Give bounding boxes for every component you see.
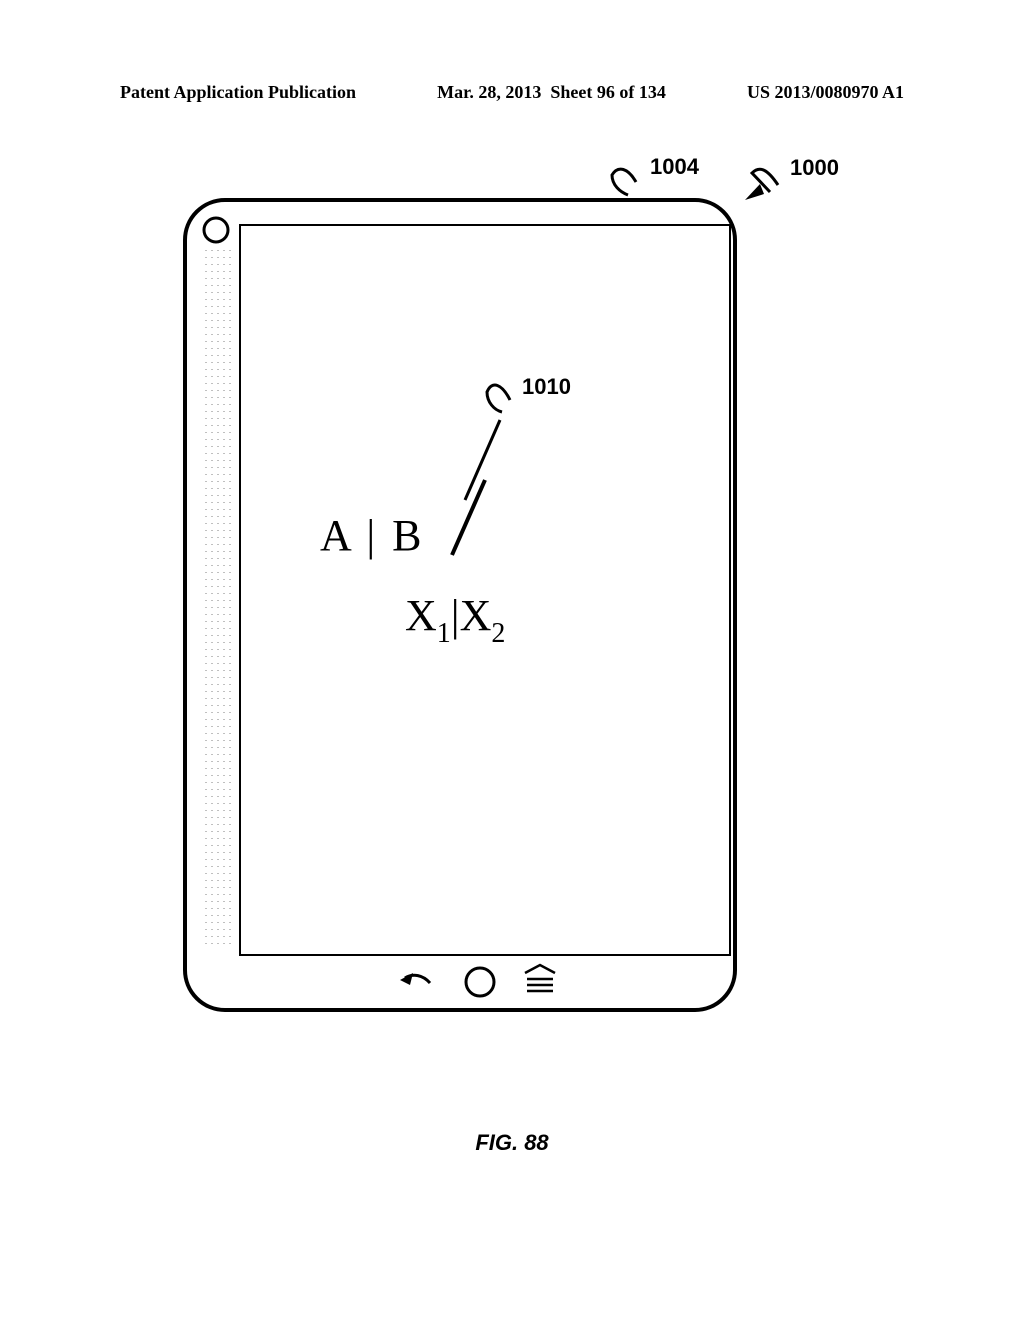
header-left: Patent Application Publication bbox=[120, 82, 356, 103]
line2-x2-sub: 2 bbox=[491, 618, 505, 649]
header-center: Mar. 28, 2013 Sheet 96 of 134 bbox=[437, 82, 666, 103]
line2-x1: X bbox=[405, 591, 437, 640]
screen-text-line1: A | B bbox=[320, 511, 422, 560]
line2-x2: X bbox=[460, 591, 492, 640]
figure-88: 1000 1004 1010 A | B X1|X2 bbox=[0, 140, 1024, 1140]
tablet-screen bbox=[240, 225, 730, 955]
figure-caption: FIG. 88 bbox=[0, 1130, 1024, 1156]
line1-b: B bbox=[392, 511, 421, 560]
page-header: Patent Application Publication Mar. 28, … bbox=[0, 82, 1024, 103]
ref-1004-label: 1004 bbox=[650, 154, 700, 179]
line1-a: A bbox=[320, 511, 352, 560]
patent-diagram-svg: 1000 1004 1010 A | B X1|X2 bbox=[0, 140, 1024, 1140]
ref-1000: 1000 bbox=[745, 155, 839, 200]
header-right: US 2013/0080970 A1 bbox=[747, 82, 904, 103]
ref-1004: 1004 bbox=[612, 154, 700, 195]
ref-1000-label: 1000 bbox=[790, 155, 839, 180]
ref-1010-label: 1010 bbox=[522, 374, 571, 399]
line2-x1-sub: 1 bbox=[437, 618, 451, 649]
